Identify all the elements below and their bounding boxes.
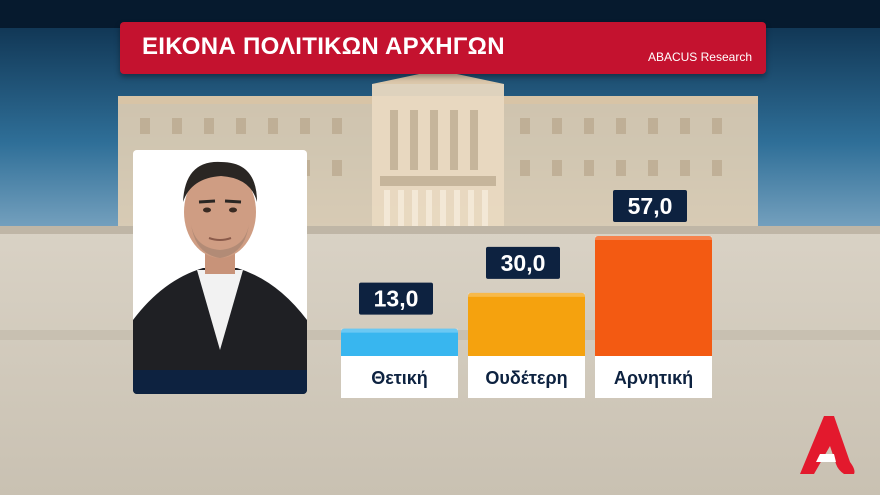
portrait-card: [133, 150, 307, 394]
value-box-negative: [613, 190, 687, 222]
source-label: ABACUS Research: [647, 50, 752, 64]
bar-group-neutral: Ουδέτερη 30,0: [468, 246, 585, 398]
bar-highlight-neutral: [468, 292, 585, 297]
value-label-neutral: 30,0: [501, 250, 546, 276]
category-box-positive: [341, 356, 458, 398]
category-label-negative: Αρνητική: [614, 368, 693, 388]
value-box-neutral: [486, 246, 560, 279]
politician-portrait: [133, 150, 307, 394]
category-label-neutral: Ουδέτερη: [485, 368, 567, 388]
category-box-neutral: [468, 356, 585, 398]
portrait-base-bar: [133, 370, 307, 394]
bar-neutral: [468, 292, 585, 360]
bar-group-negative: Αρνητική 57,0: [595, 190, 712, 398]
bar-positive: [341, 328, 458, 360]
bar-negative: [595, 236, 712, 360]
bar-highlight-positive: [341, 328, 458, 333]
value-box-positive: [359, 282, 433, 315]
value-label-positive: 13,0: [374, 286, 419, 312]
bar-highlight-negative: [595, 236, 712, 240]
alpha-channel-logo: [800, 416, 855, 474]
title-bar: ΕΙΚΟΝΑ ΠΟΛΙΤΙΚΩΝ ΑΡΧΗΓΩΝ ABACUS Research: [120, 22, 766, 74]
category-label-positive: Θετική: [371, 368, 428, 388]
value-label-negative: 57,0: [628, 193, 673, 219]
category-box-negative: [595, 356, 712, 398]
building-columns: [384, 190, 488, 230]
bar-group-positive: Θετική 13,0: [341, 282, 458, 398]
chart-title: ΕΙΚΟΝΑ ΠΟΛΙΤΙΚΩΝ ΑΡΧΗΓΩΝ: [142, 33, 505, 60]
